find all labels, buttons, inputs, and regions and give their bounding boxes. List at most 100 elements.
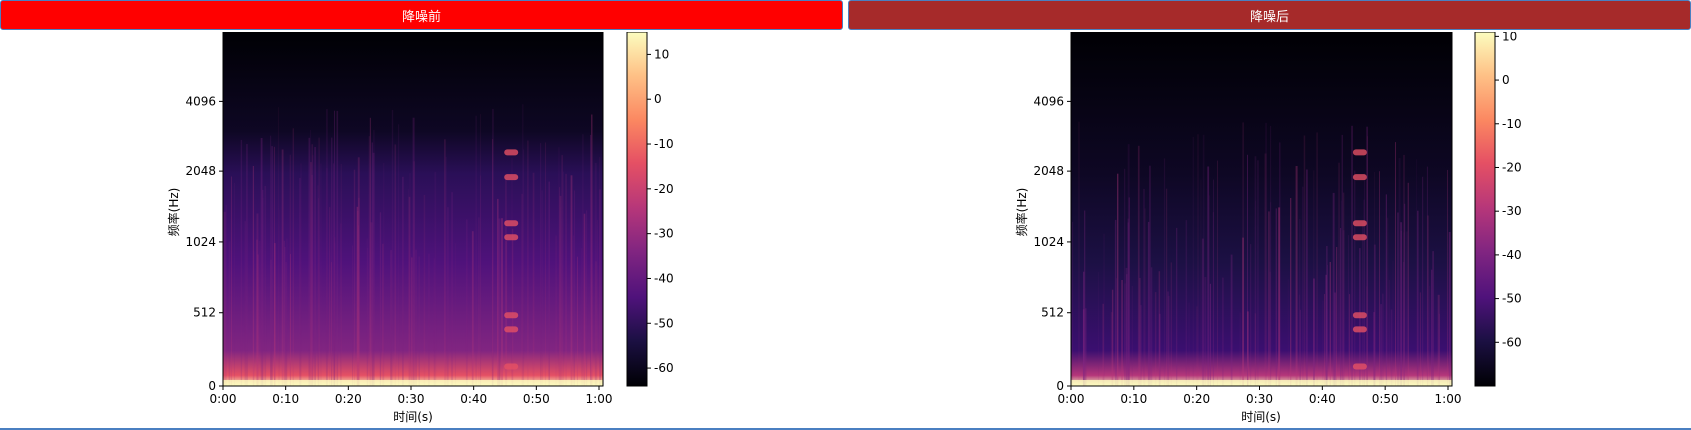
spectrogram-streak [1325, 274, 1327, 386]
colorbar-tick-label: 10 [654, 47, 669, 61]
spectrogram-streak [311, 175, 314, 386]
spectrogram-streak [1422, 176, 1424, 386]
x-tick-label: 0:10 [272, 392, 299, 406]
spectrogram-streak [1340, 228, 1342, 386]
spectrogram-streak [1127, 218, 1130, 386]
spectrogram-streak [423, 194, 426, 386]
tab-after-denoise[interactable]: 降噪后 [848, 0, 1691, 30]
spectrogram-highlight [1352, 149, 1367, 156]
spectrogram-figure: 0 512 1024 2048 4096 0:00 0:10 0:20 0:30 0:40 0:5… [166, 32, 1522, 424]
spectrogram-streak [270, 259, 272, 386]
spectrogram-streak [357, 157, 360, 386]
spectrogram-streak [366, 238, 368, 386]
x-tick-label: 0:50 [523, 392, 550, 406]
spectrogram-streak [527, 140, 529, 386]
spectrogram-streak [371, 142, 373, 386]
spectrogram-streak [480, 114, 481, 386]
spectrogram-streak [1268, 211, 1270, 386]
x-tick-label: 0:10 [1120, 392, 1147, 406]
spectrogram-streak [412, 117, 415, 386]
spectrogram-streak [1131, 286, 1133, 386]
spectrogram-streak [1200, 179, 1202, 386]
spectrogram-streak [595, 261, 597, 386]
spectrogram-streak [311, 144, 313, 386]
spectrogram-streak [492, 139, 494, 386]
spectrogram-highlight [504, 312, 519, 319]
spectrogram-streak [1270, 202, 1272, 386]
spectrogram-streak [1222, 277, 1224, 386]
spectrogram-streak [1265, 122, 1267, 387]
x-axis: 0:00 0:10 0:20 0:30 0:40 0:50 1:00 [1058, 386, 1461, 406]
spectrogram-streak [320, 163, 322, 386]
spectrogram-streak [511, 228, 514, 386]
spectrogram-streak [1287, 279, 1289, 386]
spectrogram-streak [475, 115, 477, 386]
spectrogram-streak [444, 139, 446, 386]
spectrogram-streak [1247, 311, 1249, 386]
colorbar [1474, 32, 1496, 387]
spectrogram-streak [246, 144, 248, 386]
spectrogram-streak [1429, 285, 1431, 386]
spectrogram-streak [560, 207, 562, 386]
y-tick-label: 512 [193, 306, 216, 320]
spectrogram-streak [428, 253, 430, 386]
spectrogram-streak [1326, 246, 1328, 386]
spectrogram-streak [258, 240, 261, 386]
spectrogram-streak [581, 247, 583, 386]
tab-before-denoise[interactable]: 降噪前 [0, 0, 843, 30]
spectrogram-streak [334, 110, 335, 386]
spectrogram-streak [336, 110, 339, 387]
spectrogram-streak [1398, 158, 1401, 386]
spectrogram-streak [561, 155, 563, 386]
spectrogram-streak [340, 223, 342, 386]
spectrogram-streak [521, 193, 523, 386]
spectrogram-streak [1373, 244, 1376, 386]
spectrogram-streak [582, 134, 584, 386]
spectrogram-streak [252, 166, 254, 386]
colorbar-tick-label: -20 [1502, 160, 1522, 174]
spectrogram-streak [411, 257, 413, 386]
spectrogram-streak [532, 172, 535, 386]
spectrogram-streak [1278, 207, 1281, 386]
spectrogram-streak [478, 217, 480, 386]
spectrogram-streak [289, 154, 291, 386]
spectrogram-streak [1247, 154, 1248, 386]
x-tick-label: 0:40 [460, 392, 487, 406]
x-tick-label: 0:50 [1372, 392, 1399, 406]
colorbar-tick-label: 0 [654, 92, 662, 106]
spectrogram-streak [334, 242, 336, 386]
spectrogram-streak [314, 147, 316, 386]
spectrogram-highlight [1352, 220, 1367, 227]
spectrogram-streak [1103, 233, 1105, 386]
spectrogram-streak [1082, 309, 1085, 386]
y-tick-label: 0 [1056, 379, 1064, 393]
spectrogram-streak [379, 212, 382, 386]
spectrogram-streak [1202, 134, 1205, 386]
spectrogram-streak [1290, 198, 1292, 386]
spectrogram-streak [594, 162, 597, 386]
spectrogram-streak [326, 109, 328, 386]
spectrogram-streak [1354, 170, 1356, 386]
spectrogram-streak [234, 182, 235, 386]
spectrogram-streak [368, 136, 371, 386]
spectrogram-streak [340, 164, 342, 386]
spectrogram-streak [1124, 168, 1126, 386]
spectrogram-streak [1404, 203, 1406, 386]
colorbar-tick-label: -20 [654, 182, 674, 196]
spectrogram-streak [415, 249, 417, 386]
spectrogram-highlight [504, 326, 519, 333]
y-tick-label: 512 [1041, 306, 1064, 320]
y-axis: 0 512 1024 2048 4096 [185, 94, 223, 393]
spectrogram-streak [284, 247, 286, 386]
y-tick-label: 0 [208, 379, 216, 393]
spectrogram-streak [1257, 160, 1259, 386]
spectrogram-streak [1158, 313, 1161, 386]
colorbar-tick-label: -30 [1502, 204, 1522, 218]
spectrogram-streak [398, 124, 400, 386]
x-tick-label: 0:30 [1246, 392, 1273, 406]
spectrogram-streak [1275, 208, 1277, 386]
spectrogram-streak [1144, 208, 1146, 386]
spectrogram-streak [373, 129, 375, 387]
y-tick-label: 4096 [185, 94, 216, 108]
spectrogram-streak [1334, 292, 1336, 386]
